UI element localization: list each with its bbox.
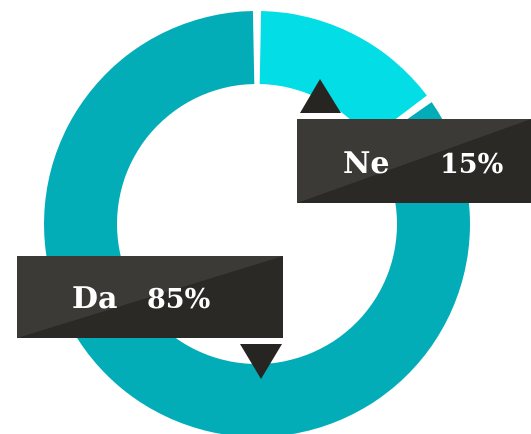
slice-label-ne: Ne (343, 146, 390, 181)
callout-da-box (17, 256, 283, 338)
callout-ne-pointer (300, 79, 341, 113)
slice-value-da: 85% (147, 284, 210, 315)
slice-label-da: Da (72, 281, 117, 316)
callout-ne: Ne 15% (297, 79, 531, 203)
slice-value-ne: 15% (440, 149, 503, 180)
callout-da-pointer (240, 344, 282, 379)
callout-ne-box (297, 119, 531, 203)
slice-ne (259, 11, 427, 140)
callout-da: Da 85% (17, 256, 283, 379)
